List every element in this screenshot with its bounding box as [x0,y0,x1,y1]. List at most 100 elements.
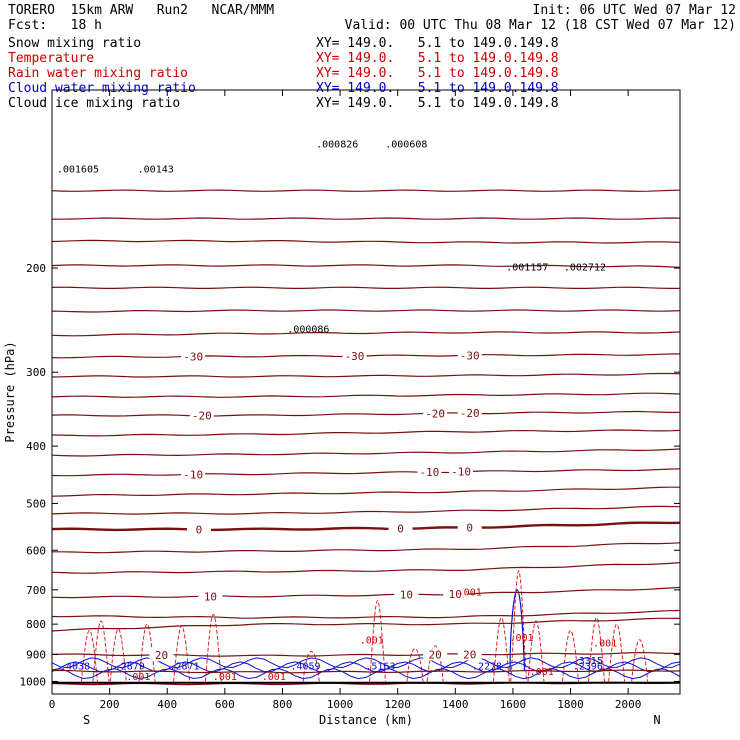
x-tick-label: 200 [100,698,120,711]
rain-contour-4 [173,625,191,682]
isotherm-label-bg [198,590,223,603]
isotherm-14 [51,486,680,497]
max-label-20: .001 [213,672,237,683]
max-label-18: .2396 [573,662,603,673]
isotherm-20 [51,609,681,619]
max-label-16: .2278 [472,662,502,673]
isotherm-label: 20 [429,649,442,662]
isotherm-label: 0 [196,523,203,536]
isotherm-6 [51,331,681,337]
max-label-1: .00143 [138,165,174,176]
y-tick-label: 800 [26,618,46,631]
max-label-3: .000608 [385,139,427,150]
y-tick-label: 200 [26,262,46,275]
max-label-9: .001 [510,633,534,644]
header-init: Init: 06 UTC Wed 07 Mar 12 [532,3,737,18]
isotherm-label-bg [342,349,367,362]
temperature-isotherms [51,189,681,686]
isotherm-label-bg [423,648,448,661]
isotherm-label: -20 [192,409,212,422]
rain-contour-2 [109,628,127,682]
isotherm-13 [51,468,681,477]
max-label-7: .001 [458,587,482,598]
x-tick-label: 1800 [557,698,584,711]
isotherm-19 [51,586,681,599]
x-end-label-s: S [83,713,90,727]
isotherm-8 [51,372,681,378]
isotherm-label-bg [457,349,482,362]
cloud-band-2 [51,668,681,680]
isotherm-label: -10 [183,468,203,481]
max-label-11: .4038 [60,662,90,673]
max-label-21: .001 [262,672,286,683]
isotherm-9 [51,392,681,398]
max-label-4: .001157 [506,263,548,274]
x-tick-label: 1200 [384,698,411,711]
y-tick-label: 1000 [20,675,47,688]
rain-contour-3 [138,623,156,682]
isotherm-label-bg [149,649,174,662]
isotherm-label-bg [394,588,419,601]
max-label-8: .001 [360,635,384,646]
max-label-6: .000086 [287,324,329,335]
max-label-19: .001 [126,672,150,683]
isotherm-label-bg [443,588,468,601]
max-label-22: .001 [530,667,554,678]
y-tick-label: 500 [26,497,46,510]
x-tick-label: 2000 [615,698,642,711]
x-tick-label: 1400 [442,698,469,711]
legend-xy-2: XY= 149.0. 5.1 to 149.0.149.8 [316,66,559,81]
rain-contour-16 [631,639,649,682]
y-tick-label: 300 [26,366,46,379]
legend-name-2: Rain water mixing ratio [8,66,189,81]
isotherm-label-bg [417,466,442,479]
x-tick-label: 400 [157,698,177,711]
cloud-column [509,589,526,671]
isotherm-label: -30 [183,351,203,364]
rain-contour-13 [562,629,580,682]
isotherm-label: 0 [466,522,473,535]
max-label-13: .2871 [169,662,199,673]
isotherm-label: -20 [425,407,445,420]
isotherm-0 [51,189,681,192]
max-label-15: .5163 [365,662,395,673]
legend-xy-4: XY= 149.0. 5.1 to 149.0.149.8 [316,96,559,111]
max-label-2: .000826 [316,139,358,150]
x-tick-label: 1600 [500,698,527,711]
x-end-label-n: N [653,713,660,727]
isotherm-23 [52,669,681,674]
x-tick-label: 800 [273,698,293,711]
isotherm-label: -10 [419,466,439,479]
isotherm-label: 10 [204,591,217,604]
isotherm-11 [51,429,681,437]
isotherm-label: -20 [460,407,480,420]
y-tick-label: 400 [26,440,46,453]
isotherm-label: 20 [463,648,476,661]
header-fcst: Fcst: 18 h [8,18,102,33]
legend-xy-1: XY= 149.0. 5.1 to 149.0.149.8 [316,51,559,66]
contour-labels: -30 -30 -30 -20 -20 -20 -10 -10 -10 0 0 0 10 10 10 20 20… [57,139,617,683]
isotherm-4 [51,286,680,289]
legend-name-4: Cloud ice mixing ratio [8,96,181,111]
max-label-10: .001 [593,639,617,650]
y-tick-label: 700 [26,584,46,597]
rain-contour-15 [608,623,626,682]
isotherm-label-bg [457,648,482,661]
legend-name-0: Snow mixing ratio [8,36,142,51]
isotherm-label: -30 [460,349,480,362]
isotherm-label: 20 [155,649,168,662]
rain-contour-12 [527,620,545,682]
isotherm-label-bg [457,407,482,420]
max-label-5: .002712 [564,263,606,274]
isotherm-label-bg [186,523,211,536]
isotherm-21 [51,617,681,632]
isotherm-label-bg [181,350,206,363]
max-label-14: .4059 [290,662,320,673]
isotherm-3 [51,264,681,268]
plot-frame [51,89,681,695]
legend-xy-0: XY= 149.0. 5.1 to 149.0.149.8 [316,36,559,51]
isotherm-16 [51,521,681,532]
legend-xy-3: XY= 149.0. 5.1 to 149.0.149.8 [316,81,559,96]
